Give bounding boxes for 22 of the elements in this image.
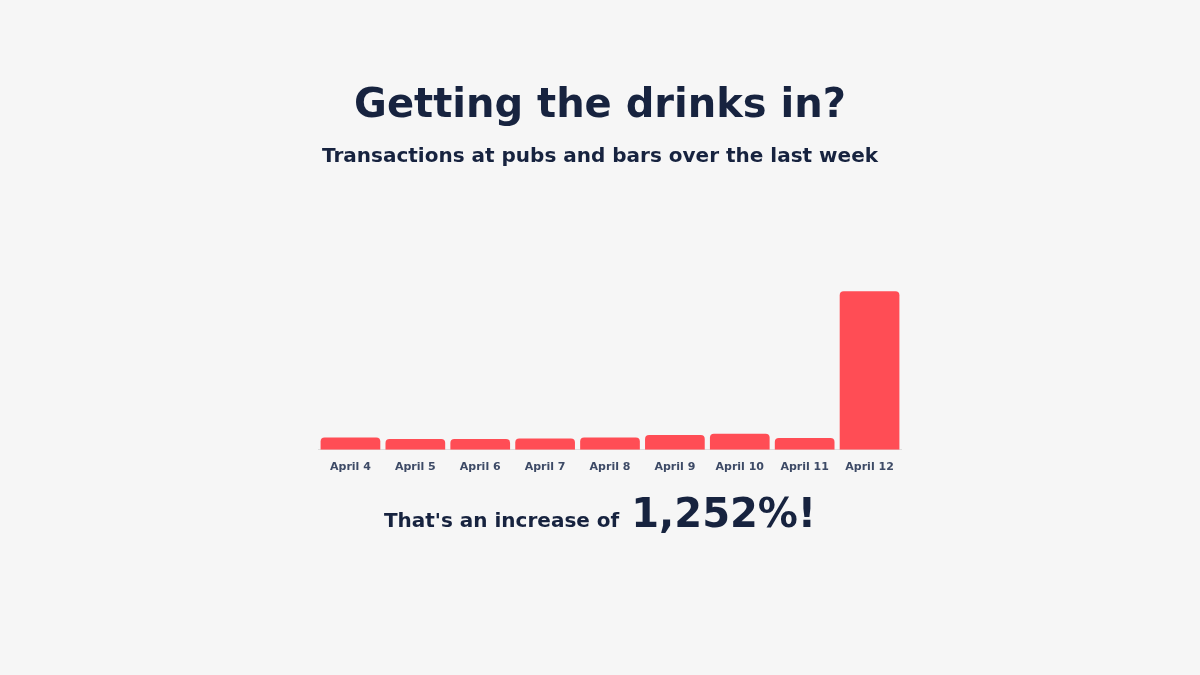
bar — [774, 438, 835, 450]
x-tick-label: April 6 — [459, 460, 501, 474]
bar — [645, 434, 705, 450]
bar — [839, 291, 900, 450]
text: 1,252%! — [631, 490, 817, 536]
bar — [450, 439, 511, 450]
x-tick-label: April 5 — [394, 460, 436, 474]
x-tick-label: April 4 — [330, 460, 372, 474]
x-tick-label: April 9 — [654, 460, 696, 474]
bar — [580, 437, 640, 450]
bar — [320, 437, 381, 450]
x-tick-label: April 11 — [780, 460, 829, 474]
x-tick-label: April 7 — [524, 460, 566, 474]
x-tick-label: April 12 — [845, 460, 894, 474]
bar — [385, 439, 446, 450]
x-tick-label: April 10 — [715, 460, 765, 474]
chart-title: Getting the drinks in? — [353, 80, 847, 126]
x-tick-label: April 8 — [589, 460, 631, 474]
text: That's an increase of — [383, 508, 620, 532]
chart-subtitle: Transactions at pubs and bars over the last week — [320, 143, 880, 167]
bar — [515, 438, 575, 450]
bar — [709, 433, 770, 450]
